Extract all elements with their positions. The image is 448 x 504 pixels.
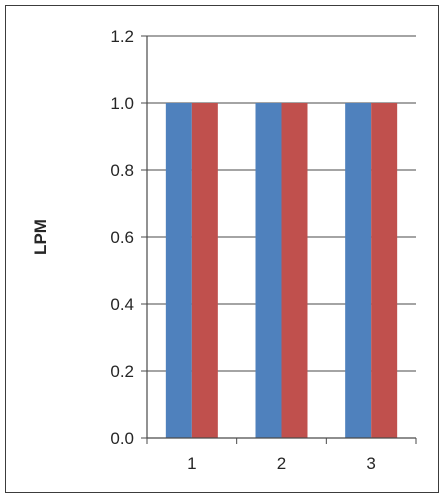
bar [345,103,372,438]
y-tick-label: 0.6 [110,228,134,247]
bars [165,103,398,438]
y-tick-label: 1.2 [110,27,134,46]
bar [255,103,282,438]
y-tick-label: 0.4 [110,295,134,314]
y-tick-label: 0.0 [110,429,134,448]
bar [191,103,218,438]
bar [165,103,192,438]
x-tick-label: 3 [366,454,375,473]
y-tick-label: 1.0 [110,94,134,113]
bar [281,103,308,438]
axes [141,35,417,444]
y-tick-label: 0.8 [110,161,134,180]
x-tick-label: 2 [277,454,286,473]
tick-labels: 0.0 0.2 0.4 0.6 0.8 1.0 1.2 1 2 3 [110,27,376,473]
y-axis-label: LPM [31,219,50,255]
bar [371,103,398,438]
x-tick-label: 1 [187,454,196,473]
y-tick-label: 0.2 [110,362,134,381]
